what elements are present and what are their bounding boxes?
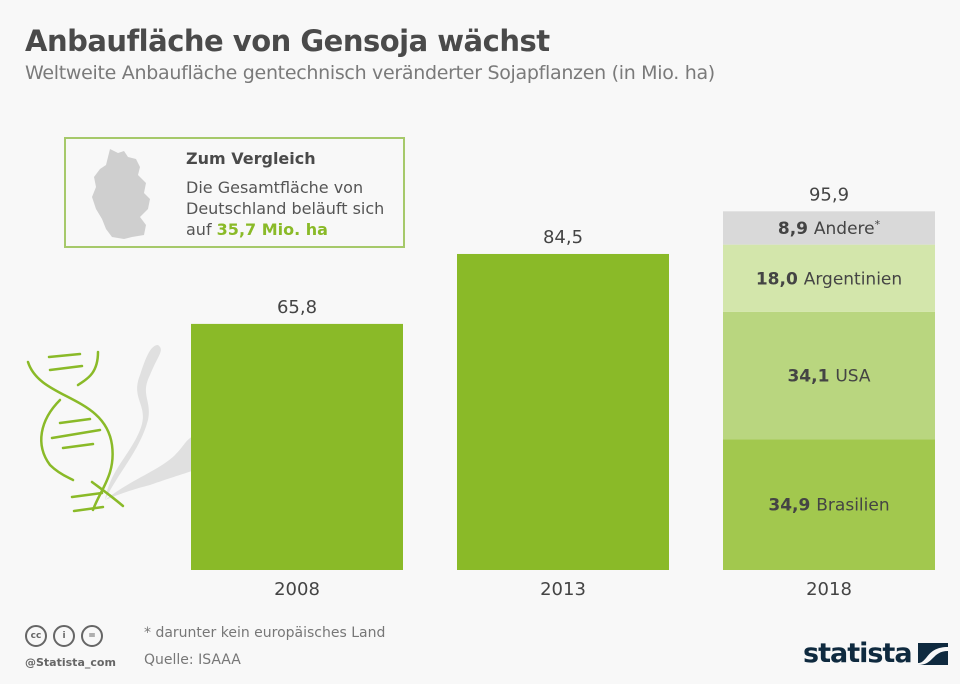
source-note: Quelle: ISAAA [144, 652, 241, 668]
germany-map-icon [92, 149, 150, 239]
bar-segment-argentinien [723, 244, 935, 312]
value-label-2008: 65,8 [277, 297, 317, 318]
chart-subtitle: Weltweite Anbaufläche gentechnisch verän… [25, 62, 715, 84]
statista-logo: statista [803, 638, 948, 669]
statista-logo-text: statista [803, 638, 913, 669]
license-icons: cc i = [25, 625, 103, 647]
bar-2013 [457, 253, 669, 570]
cc-license-icon: cc [25, 625, 47, 647]
comparison-text: Die Gesamtfläche von Deutschland beläuft… [186, 177, 401, 240]
comparison-box: Zum Vergleich Die Gesamtfläche von Deuts… [64, 137, 405, 248]
comparison-heading: Zum Vergleich [186, 149, 316, 168]
x-tick-label-2013: 2013 [540, 579, 586, 600]
attribution-icon: i [53, 625, 75, 647]
social-handle: @Statista_com [25, 656, 116, 669]
x-tick-label-2008: 2008 [274, 579, 320, 600]
dna-illustration [26, 345, 195, 513]
x-tick-label-2018: 2018 [806, 579, 852, 600]
comparison-body: Die Gesamtfläche von Deutschland beläuft… [186, 178, 385, 239]
segment-label-usa: 34,1 USA [787, 367, 870, 387]
value-label-2018: 95,9 [809, 184, 849, 205]
footnote: * darunter kein europäisches Land [144, 625, 386, 641]
bar-segment-andere [723, 211, 935, 245]
segment-label-brasilien: 34,9 Brasilien [768, 496, 889, 516]
statista-logo-icon [917, 642, 948, 665]
no-derivatives-icon: = [81, 625, 103, 647]
bar-2008 [191, 323, 403, 570]
bar-segment-brasilien [723, 439, 935, 570]
segment-label-andere: 8,9 Andere* [778, 218, 881, 239]
segment-label-argentinien: 18,0 Argentinien [756, 269, 902, 289]
bar-segment-usa [723, 311, 935, 440]
value-label-2013: 84,5 [543, 227, 583, 248]
chart-title: Anbaufläche von Gensoja wächst [25, 24, 550, 58]
comparison-highlight: 35,7 Mio. ha [216, 220, 328, 239]
